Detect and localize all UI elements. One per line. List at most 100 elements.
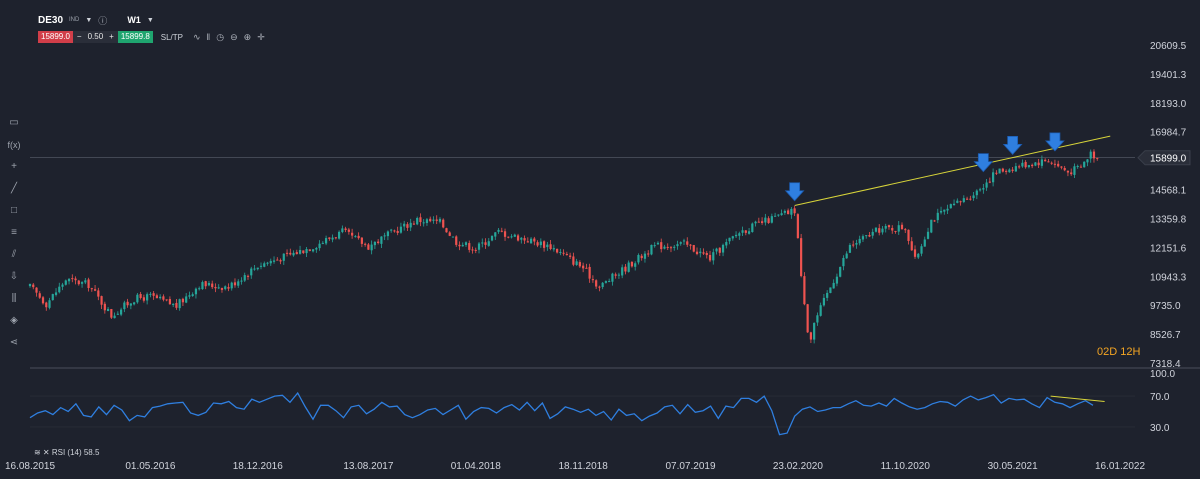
line-chart-icon[interactable]: ∿: [193, 31, 201, 42]
rectangle-tool-icon[interactable]: □: [10, 205, 18, 216]
candle-body: [175, 302, 178, 308]
candle-body: [650, 244, 653, 255]
candle-body: [116, 313, 119, 315]
channel-tool-icon[interactable]: ⫽: [11, 249, 17, 260]
price-axis-label: 10943.3: [1150, 272, 1187, 283]
candle-body: [933, 220, 936, 222]
timeframe-selector[interactable]: W1: [127, 15, 141, 25]
crosshair-icon[interactable]: ✛: [257, 31, 265, 42]
bars-icon[interactable]: ǁ: [206, 31, 211, 42]
price-axis-label: 15899.0: [1150, 154, 1187, 165]
drawing-toolbar: ▭ f(x) + ╱ □ ≡ ⫽ ⇩ ⫼ ◈ ⋖: [6, 112, 22, 354]
info-icon[interactable]: ⓘ: [98, 15, 108, 26]
candle-body: [403, 223, 406, 227]
line-tool-icon[interactable]: ╱: [10, 183, 18, 194]
candle-body: [103, 303, 106, 311]
candle-body: [367, 244, 370, 250]
rsi-trendline: [1050, 395, 1105, 402]
candle-body: [780, 213, 783, 216]
price-axis-label: 16984.7: [1150, 128, 1187, 139]
candle-body: [84, 280, 87, 283]
candle-body: [201, 282, 204, 290]
candle-body: [819, 305, 822, 316]
candle-body: [624, 266, 627, 272]
candle-body: [344, 228, 347, 230]
price-axis-label: 9735.0: [1150, 301, 1181, 312]
candle-body: [1027, 165, 1030, 168]
candle-body: [708, 254, 712, 261]
candle-body: [149, 293, 152, 295]
fibonacci-tool-icon[interactable]: ≡: [11, 227, 17, 238]
candle-body: [393, 230, 396, 232]
zoom-in-icon[interactable]: ⊕: [243, 31, 252, 42]
quantity-value[interactable]: 0.50: [87, 32, 104, 41]
candle-body: [728, 237, 731, 242]
screen-icon[interactable]: ▭: [9, 117, 19, 128]
candle-body: [598, 286, 601, 288]
candle-body: [900, 224, 904, 230]
rsi-axis-label: 30.0: [1150, 423, 1170, 434]
candle-body: [731, 236, 734, 239]
buy-button[interactable]: 15899.8: [117, 31, 153, 43]
candle-body: [165, 299, 168, 301]
candle-body: [718, 247, 721, 253]
candle-body: [324, 238, 328, 244]
candle-body: [321, 242, 324, 244]
candle-body: [881, 228, 884, 233]
function-icon[interactable]: f(x): [7, 140, 21, 150]
indicators-icon[interactable]: ⫼: [11, 293, 17, 304]
candle-body: [409, 222, 412, 228]
candle-body: [839, 266, 842, 277]
candle-body: [904, 229, 907, 231]
candle-body: [695, 251, 699, 255]
symbol-name[interactable]: DE30: [38, 14, 64, 26]
candle-body: [386, 231, 390, 237]
candle-body: [487, 241, 490, 246]
candle-body: [910, 241, 913, 251]
candle-body: [188, 295, 191, 297]
candle-body: [93, 289, 97, 291]
candle-body: [311, 249, 315, 252]
candle-body: [549, 244, 552, 250]
candle-body: [952, 203, 956, 206]
candle-body: [917, 253, 920, 258]
candle-body: [894, 230, 897, 232]
candle-body: [455, 236, 458, 245]
increase-button[interactable]: +: [109, 32, 114, 41]
clock-icon[interactable]: ◷: [216, 31, 225, 42]
candle-body: [370, 244, 373, 251]
candle-body: [884, 225, 887, 229]
chevron-down-icon[interactable]: ▼: [85, 16, 93, 24]
candle-body: [930, 219, 933, 233]
quantity-stepper[interactable]: − 0.50 +: [72, 31, 118, 43]
candle-body: [279, 260, 282, 262]
candle-body: [259, 265, 263, 267]
candle-body: [308, 249, 311, 251]
decrease-button[interactable]: −: [76, 32, 82, 41]
candle-body: [796, 214, 799, 239]
candle-body: [471, 249, 474, 251]
candle-body: [871, 231, 874, 236]
sell-button[interactable]: 15899.0: [38, 31, 73, 43]
crosshair-tool-icon[interactable]: +: [11, 161, 17, 172]
share-icon[interactable]: ⋖: [9, 337, 19, 348]
candle-body: [621, 267, 624, 276]
zoom-out-icon[interactable]: ⊖: [230, 31, 238, 42]
price-axis-label: 18193.0: [1150, 99, 1187, 110]
candle-body: [842, 257, 845, 267]
time-axis-label: 18.12.2016: [233, 461, 283, 472]
candle-body: [757, 221, 760, 223]
candle-body: [253, 268, 256, 270]
candle-body: [334, 237, 337, 239]
sltp-button[interactable]: SL/TP: [160, 32, 183, 42]
candle-body: [204, 281, 207, 287]
arrow-tool-icon[interactable]: ⇩: [9, 271, 19, 282]
layers-icon[interactable]: ◈: [10, 315, 18, 326]
candle-body: [523, 238, 526, 241]
price-axis-label: 20609.5: [1150, 41, 1187, 52]
candle-body: [272, 260, 276, 262]
chevron-down-icon[interactable]: ▼: [146, 16, 154, 24]
candle-body: [1050, 162, 1053, 164]
